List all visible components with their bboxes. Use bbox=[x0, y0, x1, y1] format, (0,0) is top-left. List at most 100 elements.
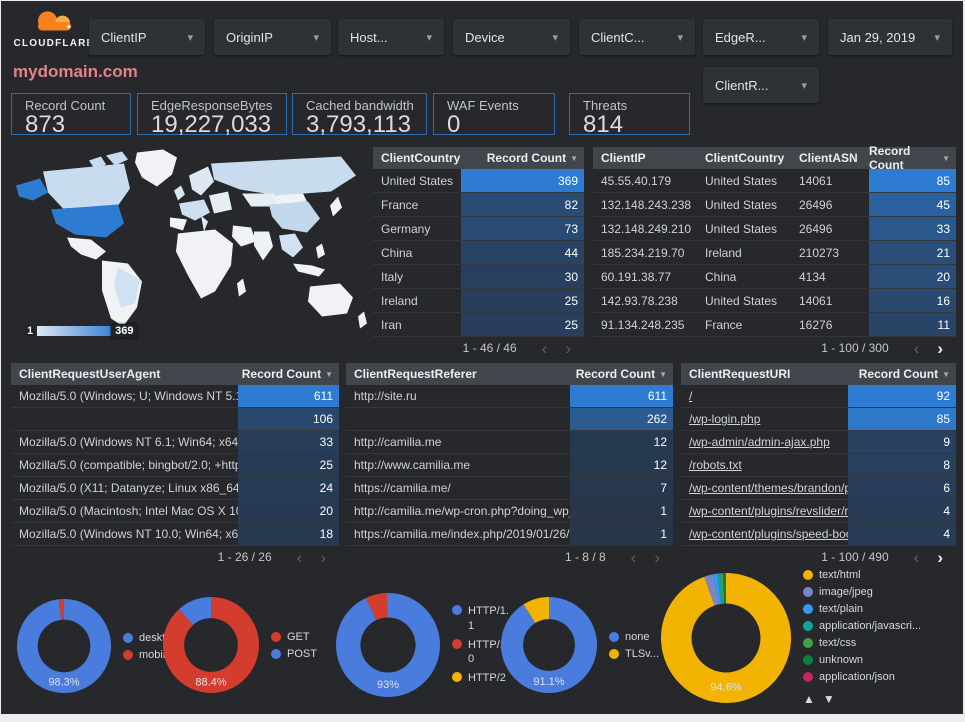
record-count-bar-cell: 4 bbox=[848, 500, 956, 522]
legend-item[interactable]: text/html bbox=[803, 569, 921, 581]
legend-item[interactable]: HTTP/1.0 bbox=[452, 638, 514, 667]
donut-slice[interactable] bbox=[523, 597, 549, 624]
map-country[interactable] bbox=[106, 151, 128, 166]
column-header-clientrequesturi[interactable]: ClientRequestURI bbox=[689, 367, 791, 381]
donut-slice[interactable] bbox=[365, 593, 388, 621]
legend-item[interactable]: HTTP/1.1 bbox=[452, 604, 514, 633]
donut-chart[interactable]: 88.4% bbox=[163, 597, 259, 693]
world-map[interactable] bbox=[11, 147, 371, 346]
map-country[interactable] bbox=[209, 191, 232, 214]
legend-item[interactable]: application/json bbox=[803, 671, 921, 683]
column-header-clientrequestuseragent[interactable]: ClientRequestUserAgent bbox=[19, 367, 161, 381]
donut-slice[interactable] bbox=[58, 599, 64, 620]
legend-label: none bbox=[625, 630, 650, 643]
scroll-up-icon[interactable]: ▲ bbox=[803, 692, 815, 706]
legend-item[interactable]: image/jpeg bbox=[803, 586, 921, 598]
map-country[interactable] bbox=[114, 267, 140, 308]
map-country[interactable] bbox=[293, 263, 325, 277]
donut-slice[interactable] bbox=[713, 573, 722, 604]
next-page-icon: › bbox=[565, 338, 571, 358]
legend-item[interactable]: TLSv... bbox=[609, 648, 659, 660]
uri-link[interactable]: /wp-content/plugins/revslider/rs-p... bbox=[689, 504, 848, 518]
column-header-clientasn[interactable]: ClientASN bbox=[799, 151, 858, 165]
legend-item[interactable]: GET bbox=[271, 631, 317, 643]
filter-device[interactable]: Device ▾ bbox=[453, 19, 570, 55]
donut-slice[interactable] bbox=[704, 573, 720, 606]
map-country[interactable] bbox=[242, 193, 279, 207]
legend-item[interactable]: text/css bbox=[803, 637, 921, 649]
legend-item[interactable]: HTTP/2 bbox=[452, 671, 514, 685]
uri-link[interactable]: /robots.txt bbox=[689, 458, 742, 472]
map-country[interactable] bbox=[176, 229, 233, 299]
donut-slice[interactable] bbox=[336, 593, 440, 697]
column-header-clientrequestreferer[interactable]: ClientRequestReferer bbox=[354, 367, 477, 381]
map-country[interactable] bbox=[279, 233, 303, 258]
map-country[interactable] bbox=[174, 185, 185, 201]
map-country[interactable] bbox=[135, 149, 177, 187]
legend-item[interactable]: unknown bbox=[803, 654, 921, 666]
donut-slice[interactable] bbox=[661, 572, 791, 703]
filter-originip[interactable]: OriginIP ▾ bbox=[214, 19, 331, 55]
donut-slice[interactable] bbox=[724, 572, 726, 604]
date-range-filter[interactable]: Jan 29, 2019 ▾ bbox=[828, 19, 952, 55]
donut-chart[interactable]: 98.3% bbox=[17, 599, 111, 693]
donut-slice[interactable] bbox=[17, 599, 111, 693]
donut-slice[interactable] bbox=[501, 597, 597, 693]
map-country[interactable] bbox=[201, 215, 208, 232]
sort-desc-icon: ▼ bbox=[659, 369, 667, 379]
column-header-record-count[interactable]: Record Count ▼ bbox=[869, 144, 950, 172]
column-header-clientcountry[interactable]: ClientCountry bbox=[705, 151, 785, 165]
legend-item[interactable]: application/javascri... bbox=[803, 620, 921, 632]
legend-item[interactable]: text/plain bbox=[803, 603, 921, 615]
column-header-clientcountry[interactable]: ClientCountry bbox=[381, 151, 461, 165]
column-header-record-count[interactable]: Record Count ▼ bbox=[575, 367, 667, 381]
donut-chart[interactable]: 93% bbox=[336, 593, 440, 697]
filter-clientrequest[interactable]: ClientR... ▾ bbox=[703, 67, 819, 103]
map-country[interactable] bbox=[67, 237, 106, 260]
column-header-record-count[interactable]: Record Count ▼ bbox=[241, 367, 333, 381]
donut-slice[interactable] bbox=[163, 597, 259, 693]
column-header-record-count[interactable]: Record Count ▼ bbox=[858, 367, 950, 381]
cloud-icon: ✦ bbox=[38, 11, 72, 31]
scroll-down-icon[interactable]: ▼ bbox=[822, 692, 835, 706]
filter-clientip[interactable]: ClientIP ▾ bbox=[89, 19, 205, 55]
filter-clientcountry[interactable]: ClientC... ▾ bbox=[579, 19, 695, 55]
map-country[interactable] bbox=[237, 278, 246, 297]
legend-item[interactable]: mobile bbox=[123, 649, 174, 661]
map-country[interactable] bbox=[179, 199, 210, 221]
column-header-clientip[interactable]: ClientIP bbox=[601, 151, 646, 165]
next-page-icon[interactable]: › bbox=[937, 547, 943, 567]
filter-edgeresponse[interactable]: EdgeR... ▾ bbox=[703, 19, 819, 55]
map-country[interactable] bbox=[16, 178, 48, 201]
map-country[interactable] bbox=[254, 231, 273, 261]
donut-slice[interactable] bbox=[179, 597, 211, 625]
map-country[interactable] bbox=[43, 163, 130, 209]
map-country[interactable] bbox=[269, 201, 320, 233]
donut-chart[interactable]: 91.1% bbox=[501, 597, 597, 693]
uri-link[interactable]: /wp-admin/admin-ajax.php bbox=[689, 435, 830, 449]
chart-legend: none TLSv... bbox=[609, 631, 659, 660]
uri-link[interactable]: /wp-content/plugins/speed-booste... bbox=[689, 527, 848, 541]
donut-slice[interactable] bbox=[720, 572, 725, 604]
filter-host[interactable]: Host... ▾ bbox=[338, 19, 444, 55]
map-country[interactable] bbox=[232, 225, 256, 247]
column-header-record-count[interactable]: Record Count ▼ bbox=[486, 151, 578, 165]
map-country[interactable] bbox=[170, 217, 187, 231]
uri-link[interactable]: /wp-content/themes/brandon/plu... bbox=[689, 481, 848, 495]
map-country[interactable] bbox=[211, 156, 356, 196]
uri-link[interactable]: / bbox=[689, 389, 693, 403]
donut-slice[interactable] bbox=[717, 572, 723, 604]
legend-item[interactable]: none bbox=[609, 631, 659, 643]
map-country[interactable] bbox=[316, 243, 325, 259]
legend-item[interactable]: POST bbox=[271, 648, 317, 660]
map-country[interactable] bbox=[330, 196, 342, 217]
map-country[interactable] bbox=[189, 166, 214, 196]
donut-slice[interactable] bbox=[722, 572, 726, 604]
map-country[interactable] bbox=[273, 193, 307, 205]
next-page-icon[interactable]: › bbox=[937, 338, 943, 358]
map-country[interactable] bbox=[358, 311, 367, 329]
donut-chart[interactable]: 94.6% bbox=[661, 572, 791, 703]
map-country[interactable] bbox=[51, 204, 124, 238]
uri-link[interactable]: /wp-login.php bbox=[689, 412, 761, 426]
map-country[interactable] bbox=[308, 283, 353, 317]
